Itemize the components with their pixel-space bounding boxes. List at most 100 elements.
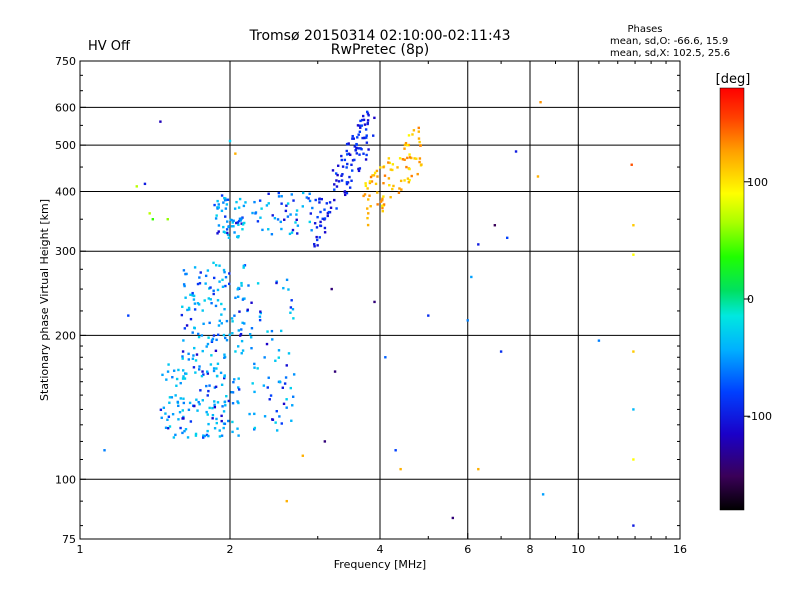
- cluster-point: [224, 207, 228, 210]
- cluster-point: [286, 215, 290, 218]
- cluster-point: [208, 384, 211, 387]
- cluster-point: [168, 396, 172, 399]
- cluster-point: [366, 223, 370, 227]
- cluster-point: [290, 231, 294, 234]
- y-tick-label: 750: [55, 55, 76, 68]
- cluster-point: [323, 217, 327, 220]
- cluster-point: [165, 378, 168, 381]
- cluster-point: [220, 209, 224, 213]
- cluster-point: [355, 143, 358, 146]
- cluster-point: [276, 218, 280, 221]
- cluster-point: [265, 204, 269, 207]
- cluster-point: [291, 228, 295, 232]
- cluster-point: [220, 414, 223, 418]
- cluster-point: [274, 359, 277, 362]
- cluster-point: [335, 185, 339, 188]
- cluster-point: [166, 370, 170, 373]
- cluster-point: [220, 313, 223, 316]
- cluster-point: [328, 201, 332, 204]
- cluster-point: [311, 206, 314, 210]
- cluster-point: [337, 180, 341, 183]
- cluster-point: [171, 375, 174, 379]
- cluster-point: [226, 198, 230, 201]
- cluster-point: [271, 214, 274, 217]
- cluster-point: [287, 288, 290, 291]
- cluster-point: [208, 406, 211, 410]
- cluster-point: [174, 394, 177, 397]
- scatter-point: [143, 182, 147, 186]
- cluster-point: [193, 346, 196, 350]
- cluster-point: [331, 169, 335, 172]
- cluster-point: [213, 427, 217, 430]
- cluster-point: [220, 194, 224, 197]
- cluster-point: [287, 352, 291, 355]
- cluster-point: [182, 269, 186, 272]
- cluster-point: [202, 434, 205, 437]
- cluster-point: [358, 130, 362, 133]
- colorbar-ticks: -100 0 100: [744, 176, 772, 423]
- cluster-point: [382, 182, 385, 185]
- chart-title: Tromsø 20150314 02:10:00-02:11:43: [249, 28, 511, 44]
- cluster-point: [194, 359, 198, 362]
- cluster-point: [215, 374, 219, 378]
- cluster-point: [221, 278, 224, 282]
- cluster-point: [366, 216, 369, 220]
- cluster-point: [362, 194, 365, 198]
- cluster-point: [267, 192, 270, 195]
- cluster-point: [295, 213, 298, 216]
- cluster-point: [407, 134, 411, 137]
- cluster-point: [398, 157, 402, 160]
- cluster-point: [242, 266, 245, 269]
- cluster-point: [381, 204, 384, 208]
- cluster-point: [379, 200, 383, 203]
- cluster-point: [351, 137, 354, 140]
- cluster-point: [224, 336, 227, 340]
- cluster-point: [196, 302, 200, 305]
- cluster-point: [358, 167, 362, 170]
- cluster-point: [419, 144, 422, 147]
- cluster-point: [182, 415, 185, 419]
- cluster-point: [198, 276, 201, 279]
- cluster-point: [212, 367, 216, 370]
- cluster-point: [308, 220, 311, 224]
- cluster-point: [230, 225, 234, 228]
- cluster-point: [355, 146, 358, 150]
- cluster-point: [365, 153, 368, 157]
- cluster-point: [184, 296, 187, 299]
- scatter-point: [632, 524, 635, 527]
- cluster-point: [325, 202, 328, 205]
- cluster-point: [159, 408, 163, 411]
- cluster-point: [247, 284, 250, 287]
- cluster-point: [323, 231, 327, 234]
- cluster-point: [182, 401, 186, 405]
- cluster-point: [187, 306, 191, 310]
- cluster-point: [278, 415, 281, 418]
- cluster-point: [280, 195, 283, 198]
- cluster-point: [167, 415, 171, 418]
- cluster-point: [283, 382, 287, 385]
- cluster-point: [372, 174, 376, 177]
- cluster-point: [189, 420, 193, 423]
- cluster-point: [233, 314, 236, 317]
- cluster-point: [259, 310, 262, 313]
- cluster-point: [243, 297, 246, 300]
- cluster-point: [227, 225, 230, 229]
- cluster-point: [351, 134, 354, 138]
- cluster-point: [192, 354, 195, 357]
- cluster-point: [206, 342, 210, 346]
- scatter-point: [285, 499, 288, 503]
- cluster-point: [206, 394, 209, 397]
- cluster-point: [216, 232, 219, 235]
- cluster-point: [225, 339, 229, 342]
- cluster-point: [349, 153, 352, 157]
- cluster-point: [363, 123, 367, 126]
- cluster-point: [289, 213, 292, 216]
- status-label: HV Off: [88, 39, 131, 54]
- cluster-point: [244, 201, 247, 204]
- cluster-point: [222, 426, 225, 430]
- cluster-point: [281, 386, 284, 389]
- cluster-point: [292, 373, 296, 376]
- cluster-point: [170, 396, 174, 399]
- cluster-point: [347, 152, 351, 156]
- cluster-point: [213, 403, 216, 407]
